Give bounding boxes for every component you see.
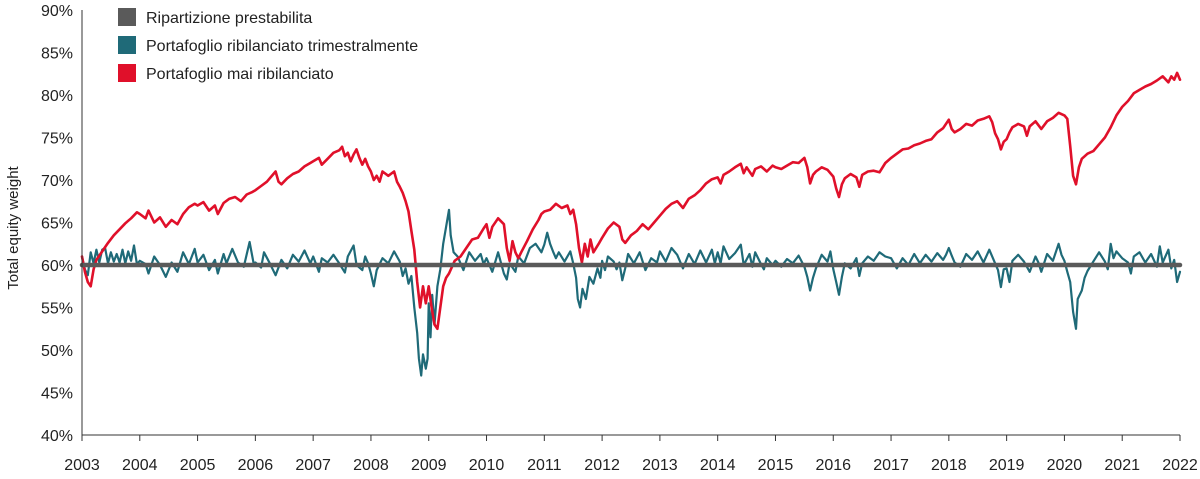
- legend-swatch: [118, 64, 136, 82]
- legend-label: Portafoglio mai ribilanciato: [146, 66, 334, 83]
- x-tick-label: 2004: [122, 457, 158, 474]
- x-tick-label: 2009: [411, 457, 447, 474]
- y-tick-label: 50%: [41, 343, 73, 360]
- y-axis-title: Total equity weight: [5, 165, 22, 289]
- x-tick-label: 2014: [700, 457, 736, 474]
- x-tick-label: 2011: [527, 457, 562, 474]
- legend: Ripartizione prestabilita Portafoglio rib…: [118, 8, 418, 83]
- x-tick-label: 2017: [873, 457, 909, 474]
- y-tick-label: 55%: [41, 301, 73, 318]
- legend-swatch: [118, 8, 136, 26]
- x-tick-label: 2019: [989, 457, 1025, 474]
- x-axis-ticks: 2003 2004 2005 2006 2007 2008 2009 2010 2011 2012…: [64, 435, 1198, 474]
- x-tick-label: 2018: [931, 457, 967, 474]
- x-tick-label: 2013: [642, 457, 678, 474]
- x-tick-label: 2016: [815, 457, 851, 474]
- x-tick-label: 2006: [238, 457, 274, 474]
- legend-label: Ripartizione prestabilita: [146, 10, 312, 27]
- y-tick-label: 45%: [41, 386, 73, 403]
- legend-swatch: [118, 36, 136, 54]
- x-tick-label: 2021: [1104, 457, 1140, 474]
- x-tick-label: 2010: [469, 457, 505, 474]
- x-tick-label: 2012: [584, 457, 620, 474]
- y-tick-label: 80%: [41, 88, 73, 105]
- y-tick-label: 60%: [41, 258, 73, 275]
- y-tick-label: 40%: [41, 428, 73, 445]
- x-tick-label: 2005: [180, 457, 216, 474]
- y-tick-label: 85%: [41, 46, 73, 63]
- y-tick-label: 65%: [41, 216, 73, 233]
- x-tick-label: 2020: [1047, 457, 1083, 474]
- x-tick-label: 2007: [295, 457, 331, 474]
- y-tick-label: 70%: [41, 173, 73, 190]
- y-tick-label: 90%: [41, 3, 73, 20]
- y-axis-ticks: 40% 45% 50% 55% 60% 65% 70% 75% 80% 85% 90%: [41, 3, 73, 445]
- axes-layer: [81, 10, 1180, 436]
- x-tick-label: 2003: [64, 457, 100, 474]
- legend-label: Portafoglio ribilanciato trimestralmente: [146, 38, 418, 55]
- x-tick-label: 2008: [353, 457, 389, 474]
- series-line-2: [80, 71, 1182, 331]
- series-layer: [79, 71, 1183, 377]
- x-tick-label: 2015: [758, 457, 794, 474]
- x-tick-label: 2022: [1162, 457, 1198, 474]
- y-tick-label: 75%: [41, 131, 73, 148]
- y-axis-title-group: Total equity weight: [5, 165, 22, 289]
